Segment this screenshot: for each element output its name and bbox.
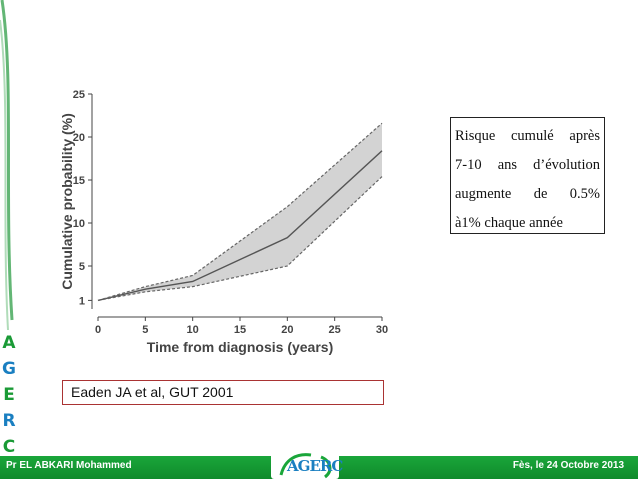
note-line: à1% chaque année <box>455 209 600 238</box>
x-tick-label: 15 <box>234 324 246 336</box>
x-tick-label: 5 <box>142 324 148 336</box>
x-tick-label: 30 <box>376 324 388 336</box>
y-tick-label: 25 <box>73 89 85 101</box>
note-word: de <box>533 186 548 202</box>
x-tick-label: 25 <box>329 324 341 336</box>
note-word: Risque <box>455 128 496 144</box>
logo-text: AGERC <box>287 457 343 475</box>
x-axis-label: Time from diagnosis (years) <box>147 339 333 355</box>
note-line: augmente de 0.5% <box>455 180 600 209</box>
note-word: après <box>569 128 600 144</box>
note-word: 7-10 <box>455 157 482 173</box>
note-line: Risque cumulé après <box>455 122 600 151</box>
series-line-upper-bound <box>97 122 383 301</box>
reference-text: Eaden JA et al, GUT 2001 <box>71 384 234 400</box>
side-letter: G <box>2 359 16 379</box>
footer-date: Fès, le 24 Octobre 2013 <box>512 460 624 471</box>
note-word: ans <box>497 157 518 173</box>
x-tick-label: 10 <box>187 324 199 336</box>
side-letter: E <box>3 385 15 405</box>
side-decoration <box>0 0 20 479</box>
chart: 1 5 10 15 20 25 0 5 10 15 20 25 30 Time from diagnosi… <box>59 88 400 358</box>
side-letter: A <box>2 333 16 353</box>
confidence-band <box>98 123 382 301</box>
side-letter: R <box>2 411 16 431</box>
note-word: à1% chaque année <box>455 215 563 231</box>
y-tick-label: 10 <box>73 218 85 230</box>
x-tick-label: 20 <box>281 324 293 336</box>
x-tick-label: 0 <box>95 324 101 336</box>
y-tick-label: 5 <box>79 261 85 273</box>
side-swoosh-graphic <box>0 0 14 331</box>
note-word: augmente <box>455 186 512 202</box>
y-tick-label: 15 <box>73 175 85 187</box>
logo-swoosh-icon <box>279 453 332 479</box>
note-word: d’évolution <box>533 157 600 173</box>
note-word: 0.5% <box>569 186 600 202</box>
y-tick-label: 1 <box>79 295 85 307</box>
note-word: cumulé <box>511 128 554 144</box>
note-line: 7-10 ans d’évolution <box>455 151 600 180</box>
agerc-logo: AGERC <box>271 451 343 479</box>
side-letter: C <box>2 437 16 457</box>
series-line-estimate <box>97 150 383 302</box>
y-axis-label: Cumulative probability (%) <box>60 113 75 290</box>
y-tick-label: 20 <box>73 132 85 144</box>
footer-author: Pr EL ABKARI Mohammed <box>6 460 132 471</box>
reference-box: Eaden JA et al, GUT 2001 <box>62 380 384 405</box>
note-box: Risque cumulé après 7-10 ans d’évolution… <box>450 117 605 234</box>
side-logo-letters: A G E R C <box>2 330 16 460</box>
series-line-lower-bound <box>97 176 383 301</box>
